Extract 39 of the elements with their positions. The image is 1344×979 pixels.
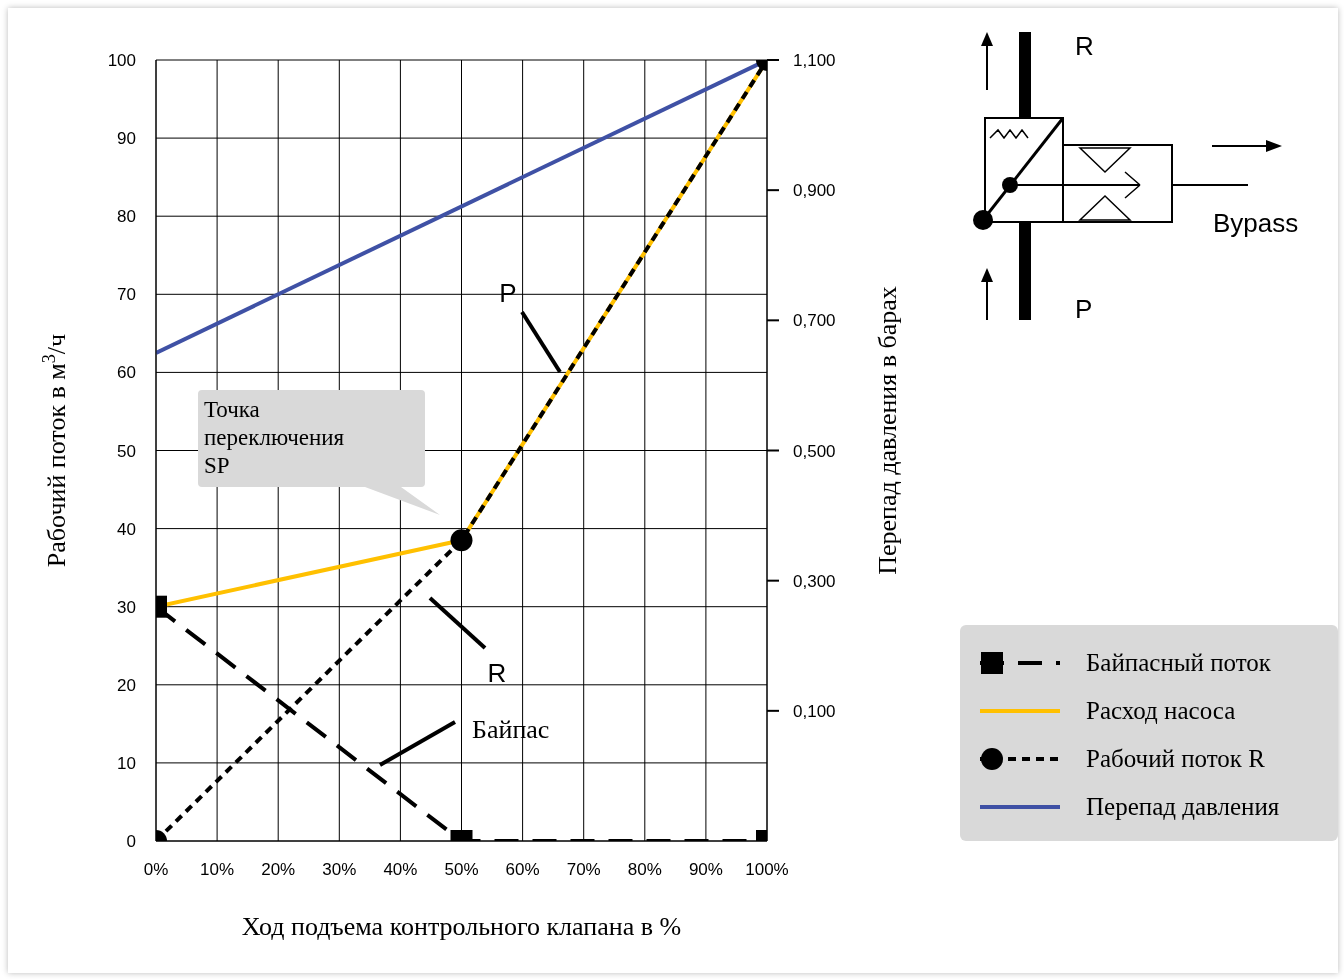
y-tick-label: 70	[117, 285, 136, 305]
x-tick-label: 10%	[200, 860, 235, 880]
text: Bypass	[1213, 208, 1299, 238]
y2-tick-label: 0,500	[793, 441, 836, 461]
text: R	[1075, 31, 1094, 61]
x-tick-label: 70%	[566, 860, 601, 880]
x-tick-label: 40%	[383, 860, 418, 880]
annotation: Точка переключения SP	[204, 396, 346, 480]
y-tick-label: 40	[117, 519, 136, 539]
x-tick-label: 90%	[688, 860, 723, 880]
annotation: R	[487, 658, 507, 688]
x-tick-label: 50%	[444, 860, 479, 880]
x-tick-label: 60%	[505, 860, 540, 880]
legend-label: Рабочий поток R	[1086, 745, 1265, 773]
legend-label: Расход насоса	[1086, 697, 1236, 725]
x-tick-label: 30%	[322, 860, 357, 880]
legend-label: Перепад давления	[1086, 793, 1280, 821]
y-tick-label: 50	[117, 441, 136, 461]
y-tick-label: 0	[126, 832, 136, 851]
y-tick-label: 20	[117, 675, 136, 695]
y2-tick-label: 0,900	[793, 181, 836, 201]
y-tick-label: 100	[107, 51, 136, 70]
x-tick-label: 100%	[745, 860, 789, 880]
y-tick-label: 60	[117, 363, 136, 383]
y-tick-label: 80	[117, 207, 136, 227]
x-tick-label: 20%	[261, 860, 296, 880]
y2-tick-label: 1,100	[793, 51, 836, 71]
y2-tick-label: 0,100	[793, 701, 836, 721]
y-tick-label: 30	[117, 597, 136, 617]
x-axis-title: Ход подъема контрольного клапана в %	[241, 912, 682, 941]
x-tick-label: 80%	[627, 860, 662, 880]
y-tick-label: 90	[117, 129, 136, 149]
y2-axis-title: Перепад давления в барах	[873, 286, 902, 575]
y2-tick-label: 0,300	[793, 571, 836, 591]
y-tick-label: 10	[117, 753, 136, 773]
text: P	[1075, 294, 1093, 324]
y2-tick-label: 0,700	[793, 311, 836, 331]
x-tick-label: 0%	[143, 860, 169, 880]
legend-label: Байпасный поток	[1086, 649, 1271, 677]
